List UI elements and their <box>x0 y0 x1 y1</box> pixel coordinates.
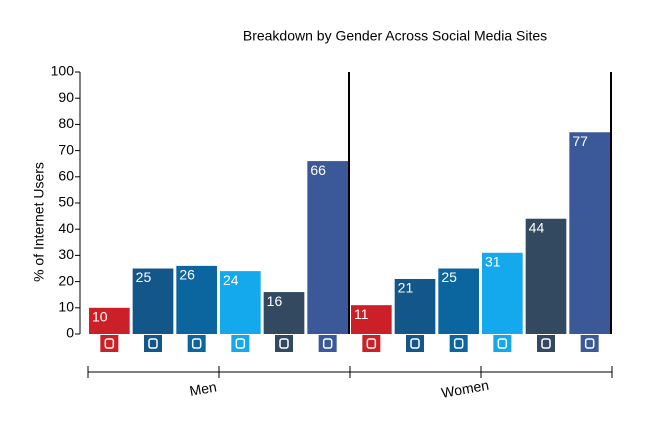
icon <box>318 335 337 352</box>
icon <box>100 335 119 352</box>
y-tick-label: 40 <box>58 220 74 236</box>
y-tick-label: 20 <box>58 272 74 288</box>
icon <box>275 335 293 352</box>
icon <box>144 335 162 352</box>
y-tick-label: 50 <box>58 194 74 210</box>
value-label: 11 <box>354 306 369 322</box>
icon-glyph <box>235 338 246 349</box>
bar <box>132 268 174 334</box>
bar <box>176 265 217 334</box>
chart-title: Breakdown by Gender Across Social Media … <box>243 28 547 44</box>
icon-glyph <box>104 338 115 349</box>
bar <box>351 305 392 334</box>
value-label: 31 <box>485 253 501 269</box>
y-tick-label: 100 <box>51 63 75 79</box>
icon-glyph <box>584 338 595 349</box>
y-tick-label: 30 <box>58 246 74 262</box>
icon <box>493 335 512 352</box>
bar <box>220 271 261 334</box>
x-tick-label: Men <box>188 378 218 398</box>
value-label: 24 <box>223 272 239 288</box>
bar <box>89 307 130 334</box>
y-tick-label: 60 <box>58 168 74 184</box>
value-label: 25 <box>441 269 457 285</box>
bar <box>569 132 610 334</box>
value-label: 16 <box>267 293 283 309</box>
y-tick-label: 70 <box>58 141 74 157</box>
value-label: 25 <box>136 269 152 285</box>
icon <box>537 335 555 352</box>
icon <box>580 335 599 352</box>
icon-glyph <box>497 338 508 349</box>
bar <box>482 252 523 334</box>
bar <box>263 292 305 334</box>
y-tick-label: 0 <box>66 325 74 341</box>
bar <box>307 161 348 334</box>
value-label: 10 <box>92 309 108 325</box>
y-tick-label: 10 <box>58 299 74 315</box>
x-tick-label: Women <box>440 377 490 401</box>
bar <box>438 268 479 334</box>
value-label: 77 <box>572 133 588 149</box>
y-tick-label: 90 <box>58 89 74 105</box>
icon <box>406 335 424 352</box>
bar <box>525 218 567 334</box>
icon-glyph <box>410 338 420 349</box>
value-label: 21 <box>398 280 414 296</box>
icon-glyph <box>366 338 377 349</box>
value-label: 66 <box>310 162 326 178</box>
icon-glyph <box>279 338 289 349</box>
icon <box>362 335 381 352</box>
y-axis-label: % of Internet Users <box>31 162 47 282</box>
icon-glyph <box>148 338 158 349</box>
icon-glyph <box>453 338 464 349</box>
icon <box>449 335 468 352</box>
bar <box>394 278 436 334</box>
value-label: 26 <box>179 267 195 283</box>
icon-glyph <box>191 338 202 349</box>
icon-glyph <box>322 338 333 349</box>
y-tick-label: 80 <box>58 115 74 131</box>
icon-glyph <box>541 338 551 349</box>
icon <box>231 335 250 352</box>
value-label: 44 <box>529 219 545 235</box>
icon <box>187 335 206 352</box>
